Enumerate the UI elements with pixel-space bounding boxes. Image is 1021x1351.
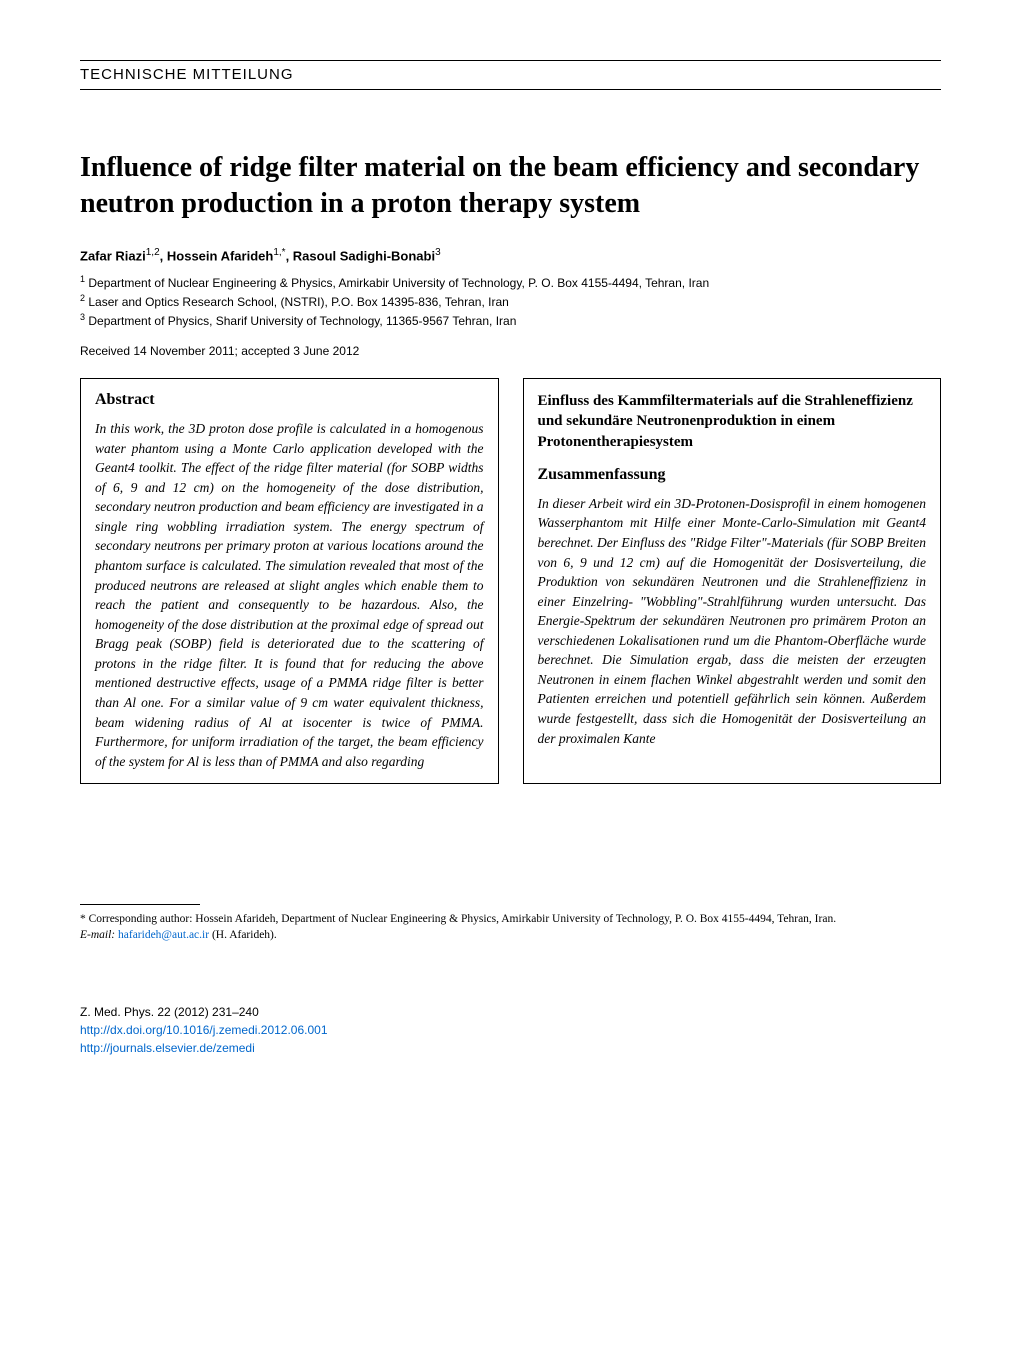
footnote-email-label: E-mail: xyxy=(80,929,115,941)
article-dates: Received 14 November 2011; accepted 3 Ju… xyxy=(80,344,941,358)
author-sup: 3 xyxy=(435,247,441,258)
footnote-rule xyxy=(80,904,200,905)
author: Hossein Afarideh xyxy=(167,248,273,263)
affiliations: 1 Department of Nuclear Engineering & Ph… xyxy=(80,273,941,330)
abstract-de-heading: Zusammenfassung xyxy=(538,466,927,484)
abstract-columns: Abstract In this work, the 3D proton dos… xyxy=(80,378,941,784)
author-sup: 1,2 xyxy=(146,247,160,258)
header-band: TECHNISCHE MITTEILUNG xyxy=(80,60,941,90)
abstract-de-title: Einfluss des Kammfiltermaterials auf die… xyxy=(538,391,927,452)
abstract-en-box: Abstract In this work, the 3D proton dos… xyxy=(80,378,499,784)
abstract-de-body: In dieser Arbeit wird ein 3D-Protonen-Do… xyxy=(538,494,927,748)
author: Zafar Riazi xyxy=(80,248,146,263)
abstract-body: In this work, the 3D proton dose profile… xyxy=(95,419,484,771)
footnote-email-name: (H. Afarideh). xyxy=(212,929,277,941)
authors-line: Zafar Riazi1,2, Hossein Afarideh1,*, Ras… xyxy=(80,247,941,263)
header-band-label: TECHNISCHE MITTEILUNG xyxy=(80,66,294,83)
affiliation: 1 Department of Nuclear Engineering & Ph… xyxy=(80,273,941,292)
footer-journal-link[interactable]: http://journals.elsevier.de/zemedi xyxy=(80,1041,255,1055)
footnote-corr: * Corresponding author: Hossein Afarideh… xyxy=(80,911,941,927)
abstract-de-box: Einfluss des Kammfiltermaterials auf die… xyxy=(523,378,942,784)
article-title: Influence of ridge filter material on th… xyxy=(80,150,941,223)
page-footer: Z. Med. Phys. 22 (2012) 231–240 http://d… xyxy=(80,1003,941,1057)
author-sup: 1,* xyxy=(273,247,285,258)
footer-doi-link[interactable]: http://dx.doi.org/10.1016/j.zemedi.2012.… xyxy=(80,1023,328,1037)
affiliation: 3 Department of Physics, Sharif Universi… xyxy=(80,311,941,330)
footer-citation: Z. Med. Phys. 22 (2012) 231–240 xyxy=(80,1003,941,1021)
footnote-email-link[interactable]: hafarideh@aut.ac.ir xyxy=(118,929,209,941)
author: Rasoul Sadighi-Bonabi xyxy=(293,248,435,263)
corresponding-author-footnote: * Corresponding author: Hossein Afarideh… xyxy=(80,911,941,943)
affiliation: 2 Laser and Optics Research School, (NST… xyxy=(80,292,941,311)
abstract-heading: Abstract xyxy=(95,391,484,409)
